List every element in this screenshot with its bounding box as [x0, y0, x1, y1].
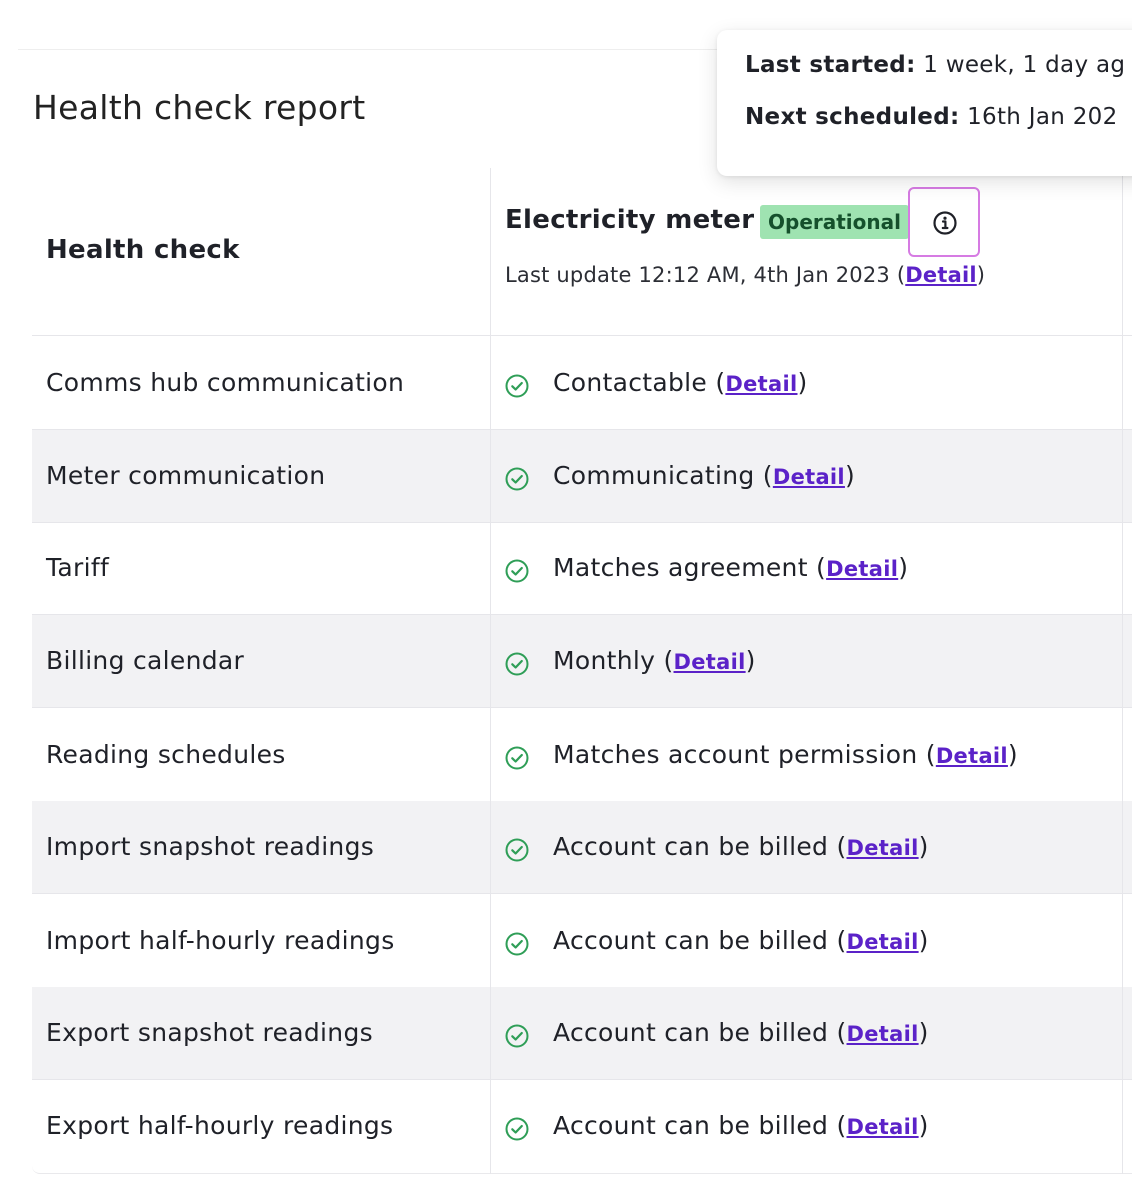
table-row: Export half-hourly readings Account can b…	[32, 1080, 1132, 1173]
meter-name: Electricity meter	[505, 205, 755, 235]
status-text: Contactable (Detail)	[553, 368, 808, 397]
check-circle-icon	[505, 559, 529, 583]
table-row: Meter communication Communicating (Detail…	[32, 430, 1132, 523]
health-check-table	[32, 168, 1132, 1174]
health-check-label: Billing calendar	[46, 646, 245, 675]
info-button[interactable]	[908, 187, 980, 257]
health-check-label: Export half-hourly readings	[46, 1111, 394, 1140]
last-update-text: Last update 12:12 AM, 4th Jan 2023 (Deta…	[505, 263, 986, 287]
column-divider	[1122, 168, 1123, 1174]
detail-link[interactable]: Detail	[673, 650, 746, 674]
schedule-popover: Last started: 1 week, 1 day ag Next sche…	[717, 30, 1132, 176]
table-row: Tariff Matches agreement (Detail)	[32, 522, 1132, 615]
table-row: Import snapshot readings Account can be b…	[32, 801, 1132, 894]
status-text: Communicating (Detail)	[553, 461, 855, 490]
check-circle-icon	[505, 1024, 529, 1048]
health-check-label: Import snapshot readings	[46, 832, 375, 861]
detail-link[interactable]: Detail	[772, 465, 845, 489]
table-header-row	[32, 168, 1132, 336]
detail-link[interactable]: Detail	[846, 930, 919, 954]
check-circle-icon	[505, 652, 529, 676]
table-row: Comms hub communication Contactable (Deta…	[32, 337, 1132, 430]
table-row: Billing calendar Monthly (Detail)	[32, 615, 1132, 708]
meter-detail-link[interactable]: Detail	[905, 263, 977, 287]
check-circle-icon	[505, 932, 529, 956]
status-text: Matches account permission (Detail)	[553, 740, 1018, 769]
health-check-label: Reading schedules	[46, 740, 286, 769]
check-circle-icon	[505, 374, 529, 398]
detail-link[interactable]: Detail	[935, 744, 1008, 768]
detail-link[interactable]: Detail	[846, 1022, 919, 1046]
health-check-label: Import half-hourly readings	[46, 926, 395, 955]
health-check-label: Comms hub communication	[46, 368, 405, 397]
status-badge: Operational	[760, 205, 909, 239]
health-check-label: Tariff	[46, 553, 110, 582]
detail-link[interactable]: Detail	[725, 372, 798, 396]
status-text: Account can be billed (Detail)	[553, 926, 929, 955]
status-text: Account can be billed (Detail)	[553, 1018, 929, 1047]
page-title: Health check report	[33, 88, 366, 127]
table-row: Reading schedules Matches account permiss…	[32, 709, 1132, 802]
health-check-label: Meter communication	[46, 461, 326, 490]
column-divider	[490, 168, 491, 1174]
info-circle-icon	[933, 211, 957, 235]
health-check-column-header: Health check	[46, 235, 240, 265]
status-text: Account can be billed (Detail)	[553, 832, 929, 861]
detail-link[interactable]: Detail	[846, 836, 919, 860]
table-row: Export snapshot readings Account can be b…	[32, 987, 1132, 1080]
table-row: Import half-hourly readings Account can b…	[32, 895, 1132, 988]
next-scheduled-line: Next scheduled: 16th Jan 202	[745, 104, 1118, 130]
check-circle-icon	[505, 1117, 529, 1141]
last-started-line: Last started: 1 week, 1 day ag	[745, 52, 1126, 78]
status-text: Matches agreement (Detail)	[553, 553, 909, 582]
check-circle-icon	[505, 746, 529, 770]
health-check-label: Export snapshot readings	[46, 1018, 373, 1047]
detail-link[interactable]: Detail	[826, 557, 899, 581]
check-circle-icon	[505, 467, 529, 491]
detail-link[interactable]: Detail	[846, 1115, 919, 1139]
header-divider	[18, 49, 738, 50]
status-text: Account can be billed (Detail)	[553, 1111, 929, 1140]
status-text: Monthly (Detail)	[553, 646, 756, 675]
check-circle-icon	[505, 838, 529, 862]
